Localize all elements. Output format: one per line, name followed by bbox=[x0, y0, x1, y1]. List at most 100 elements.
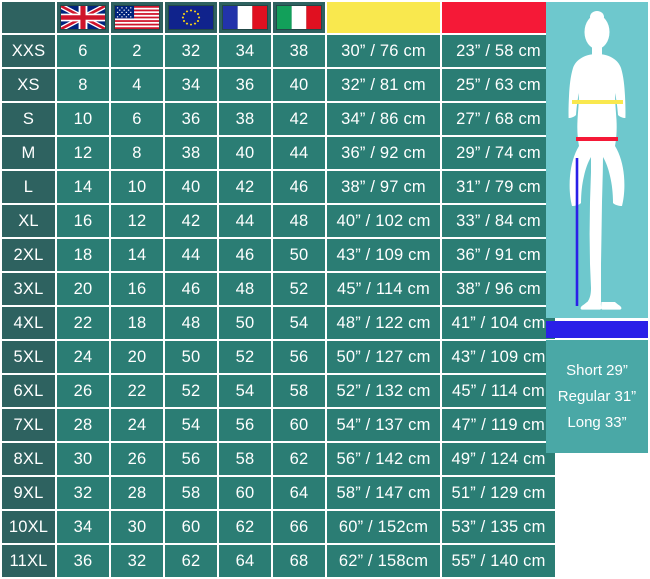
waist-measurement-cell: 49” / 124 cm bbox=[442, 443, 555, 475]
bust-measurement-cell: 45” / 114 cm bbox=[327, 273, 440, 305]
waist-measurement-cell: 25” / 63 cm bbox=[442, 69, 555, 101]
waist-measurement-header bbox=[442, 2, 555, 33]
uk-size-cell: 6 bbox=[57, 35, 109, 67]
fr-size-cell: 40 bbox=[219, 137, 271, 169]
it-size-cell: 46 bbox=[273, 171, 325, 203]
it-size-cell: 66 bbox=[273, 511, 325, 543]
bust-measurement-cell: 38” / 97 cm bbox=[327, 171, 440, 203]
eu-size-cell: 60 bbox=[165, 511, 217, 543]
eu-size-cell: 54 bbox=[165, 409, 217, 441]
size-label-cell: 8XL bbox=[2, 443, 55, 475]
us-size-cell: 30 bbox=[111, 511, 163, 543]
eu-size-cell: 58 bbox=[165, 477, 217, 509]
fr-size-cell: 58 bbox=[219, 443, 271, 475]
eu-size-cell: 40 bbox=[165, 171, 217, 203]
us-size-cell: 12 bbox=[111, 205, 163, 237]
uk-size-cell: 18 bbox=[57, 239, 109, 271]
fr-size-cell: 44 bbox=[219, 205, 271, 237]
header-blank-cell bbox=[2, 2, 55, 33]
us-size-cell: 10 bbox=[111, 171, 163, 203]
size-label-cell: M bbox=[2, 137, 55, 169]
it-size-cell: 38 bbox=[273, 35, 325, 67]
us-size-cell: 14 bbox=[111, 239, 163, 271]
table-row: 7XL 28 24 54 56 60 54” / 137 cm 47” / 119 cm bbox=[2, 409, 555, 441]
uk-size-cell: 26 bbox=[57, 375, 109, 407]
eu-flag bbox=[168, 5, 214, 30]
us-size-cell: 18 bbox=[111, 307, 163, 339]
us-size-cell: 6 bbox=[111, 103, 163, 135]
it-size-cell: 44 bbox=[273, 137, 325, 169]
us-size-cell: 28 bbox=[111, 477, 163, 509]
bust-measurement-cell: 56” / 142 cm bbox=[327, 443, 440, 475]
waist-measurement-cell: 23” / 58 cm bbox=[442, 35, 555, 67]
us-size-cell: 32 bbox=[111, 545, 163, 577]
uk-size-cell: 8 bbox=[57, 69, 109, 101]
eu-size-cell: 36 bbox=[165, 103, 217, 135]
table-row: 10XL 34 30 60 62 66 60” / 152cm 53” / 135 cm bbox=[2, 511, 555, 543]
table-row: 5XL 24 20 50 52 56 50” / 127 cm 43” / 109 cm bbox=[2, 341, 555, 373]
uk-size-cell: 34 bbox=[57, 511, 109, 543]
size-label-cell: 6XL bbox=[2, 375, 55, 407]
bust-measurement-cell: 52” / 132 cm bbox=[327, 375, 440, 407]
female-silhouette bbox=[568, 11, 626, 310]
body-figure-panel bbox=[546, 2, 648, 318]
bust-measurement-cell: 50” / 127 cm bbox=[327, 341, 440, 373]
table-row: 2XL 18 14 44 46 50 43” / 109 cm 36” / 91 cm bbox=[2, 239, 555, 271]
inseam-regular: Regular 31” bbox=[557, 388, 637, 405]
it-size-cell: 62 bbox=[273, 443, 325, 475]
table-row: 3XL 20 16 46 48 52 45” / 114 cm 38” / 96 cm bbox=[2, 273, 555, 305]
inseam-short: Short 29” bbox=[566, 362, 628, 379]
table-row: M 12 8 38 40 44 36” / 92 cm 29” / 74 cm bbox=[2, 137, 555, 169]
table-row: XL 16 12 42 44 48 40” / 102 cm 33” / 84 cm bbox=[2, 205, 555, 237]
it-size-cell: 50 bbox=[273, 239, 325, 271]
eu-size-cell: 42 bbox=[165, 205, 217, 237]
bust-measurement-cell: 60” / 152cm bbox=[327, 511, 440, 543]
waist-measurement-cell: 43” / 109 cm bbox=[442, 341, 555, 373]
fr-flag bbox=[222, 5, 268, 30]
bust-measurement-header bbox=[327, 2, 440, 33]
size-label-cell: 4XL bbox=[2, 307, 55, 339]
header-fr-flag-cell bbox=[219, 2, 271, 33]
size-label-cell: 9XL bbox=[2, 477, 55, 509]
size-label-cell: L bbox=[2, 171, 55, 203]
uk-flag bbox=[60, 5, 106, 30]
uk-size-cell: 20 bbox=[57, 273, 109, 305]
size-label-cell: XXS bbox=[2, 35, 55, 67]
bust-measurement-cell: 43” / 109 cm bbox=[327, 239, 440, 271]
fr-size-cell: 50 bbox=[219, 307, 271, 339]
us-size-cell: 24 bbox=[111, 409, 163, 441]
eu-size-cell: 52 bbox=[165, 375, 217, 407]
fr-size-cell: 48 bbox=[219, 273, 271, 305]
table-row: XS 8 4 34 36 40 32” / 81 cm 25” / 63 cm bbox=[2, 69, 555, 101]
it-size-cell: 42 bbox=[273, 103, 325, 135]
waist-measurement-cell: 33” / 84 cm bbox=[442, 205, 555, 237]
waist-measurement-cell: 55” / 140 cm bbox=[442, 545, 555, 577]
size-label-cell: XS bbox=[2, 69, 55, 101]
uk-size-cell: 36 bbox=[57, 545, 109, 577]
eu-size-cell: 50 bbox=[165, 341, 217, 373]
waist-measurement-cell: 36” / 91 cm bbox=[442, 239, 555, 271]
it-size-cell: 68 bbox=[273, 545, 325, 577]
bust-measurement-cell: 32” / 81 cm bbox=[327, 69, 440, 101]
us-size-cell: 8 bbox=[111, 137, 163, 169]
fr-size-cell: 60 bbox=[219, 477, 271, 509]
table-row: 8XL 30 26 56 58 62 56” / 142 cm 49” / 124 cm bbox=[2, 443, 555, 475]
fr-size-cell: 54 bbox=[219, 375, 271, 407]
fr-size-cell: 46 bbox=[219, 239, 271, 271]
eu-size-cell: 34 bbox=[165, 69, 217, 101]
header-it-flag-cell bbox=[273, 2, 325, 33]
waist-measurement-cell: 31” / 79 cm bbox=[442, 171, 555, 203]
waist-measurement-cell: 29” / 74 cm bbox=[442, 137, 555, 169]
uk-size-cell: 14 bbox=[57, 171, 109, 203]
waist-measurement-cell: 27” / 68 cm bbox=[442, 103, 555, 135]
us-size-cell: 16 bbox=[111, 273, 163, 305]
waist-measurement-cell: 53” / 135 cm bbox=[442, 511, 555, 543]
size-label-cell: 5XL bbox=[2, 341, 55, 373]
eu-size-cell: 32 bbox=[165, 35, 217, 67]
uk-size-cell: 22 bbox=[57, 307, 109, 339]
size-label-cell: 3XL bbox=[2, 273, 55, 305]
us-size-cell: 22 bbox=[111, 375, 163, 407]
eu-size-cell: 38 bbox=[165, 137, 217, 169]
size-label-cell: 10XL bbox=[2, 511, 55, 543]
inseam-color-key bbox=[546, 321, 648, 338]
